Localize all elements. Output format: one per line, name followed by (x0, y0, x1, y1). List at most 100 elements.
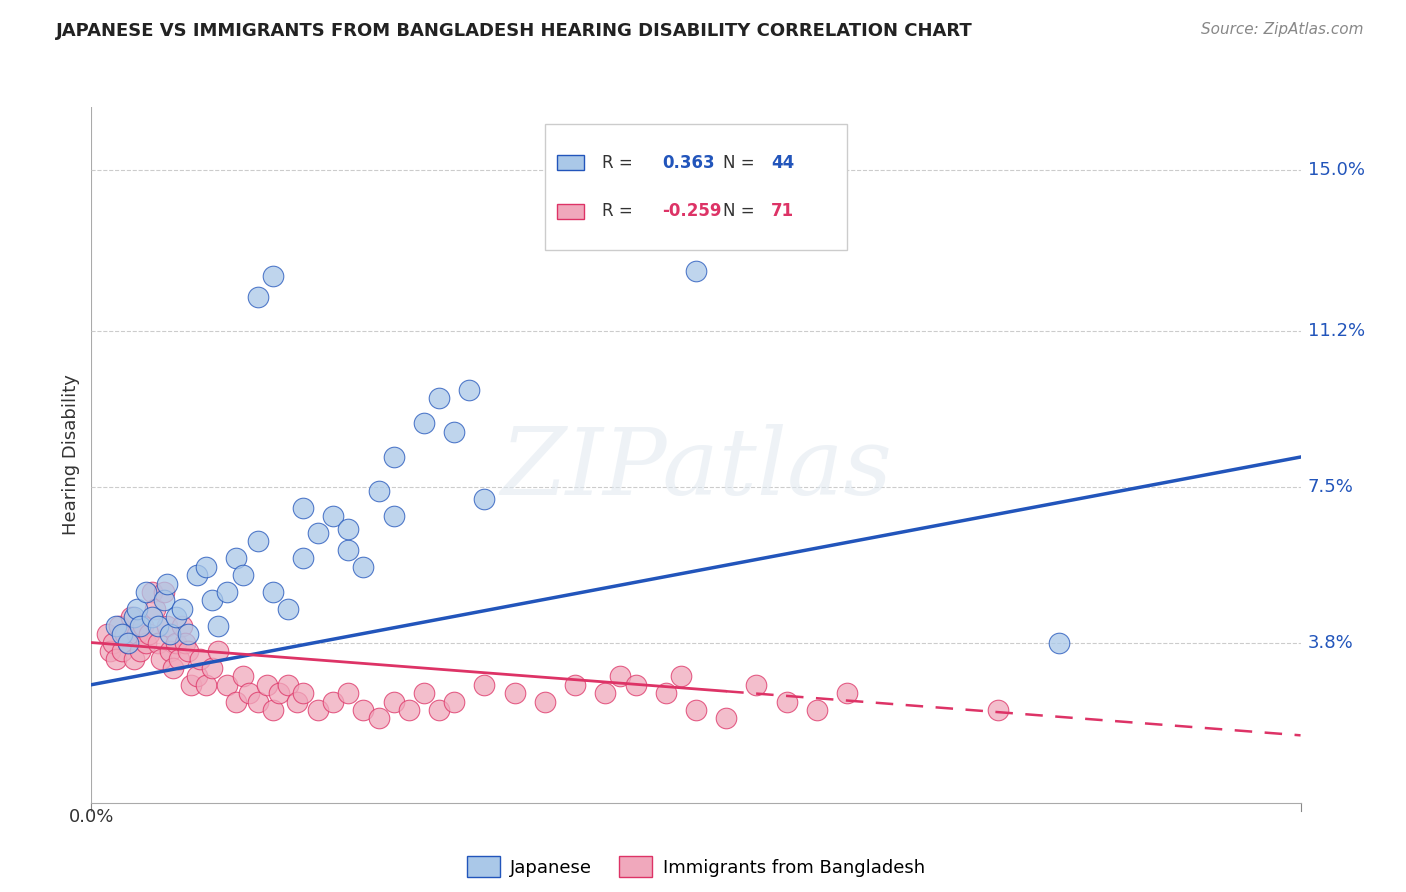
Point (398, 703, 420, 717)
Point (292, 500, 315, 515)
Text: -0.259: -0.259 (662, 202, 721, 220)
Point (427, 703, 450, 717)
Point (114, 627, 136, 641)
Point (111, 627, 132, 641)
Point (104, 618, 127, 632)
Point (352, 703, 374, 717)
Point (188, 652, 211, 666)
Point (277, 602, 299, 616)
Point (413, 417, 436, 431)
Point (776, 695, 799, 709)
Point (669, 669, 692, 683)
Point (125, 602, 148, 616)
Point (141, 585, 163, 599)
Point (172, 602, 194, 616)
Point (165, 610, 187, 624)
Text: N =: N = (723, 153, 754, 171)
Text: 7.5%: 7.5% (1308, 477, 1354, 496)
Point (246, 695, 269, 709)
Point (143, 602, 166, 616)
Point (117, 635, 139, 649)
Text: 11.2%: 11.2% (1308, 321, 1365, 340)
Point (146, 635, 169, 649)
Point (98, 644, 121, 658)
Text: N =: N = (723, 202, 754, 220)
Text: Source: ZipAtlas.com: Source: ZipAtlas.com (1201, 22, 1364, 37)
Text: R =: R = (602, 153, 633, 171)
Point (337, 542, 360, 557)
Point (472, 678, 495, 692)
Point (427, 391, 450, 405)
Point (225, 551, 247, 566)
Point (117, 635, 139, 649)
Point (201, 593, 224, 607)
Legend: Japanese, Immigrants from Bangladesh: Japanese, Immigrants from Bangladesh (460, 849, 932, 884)
Y-axis label: Hearing Disability: Hearing Disability (62, 375, 80, 535)
Point (225, 695, 247, 709)
Text: 44: 44 (770, 153, 794, 171)
Point (337, 522, 360, 536)
Point (246, 534, 269, 549)
Point (153, 593, 176, 607)
Text: 0.363: 0.363 (662, 153, 714, 171)
Point (533, 695, 555, 709)
Point (685, 264, 707, 278)
Point (156, 618, 179, 632)
Point (172, 618, 194, 632)
Text: 3.8%: 3.8% (1308, 633, 1354, 651)
Point (745, 678, 768, 692)
Point (96, 627, 118, 641)
Point (207, 618, 229, 632)
Point (609, 669, 631, 683)
Point (186, 669, 208, 683)
Point (201, 661, 224, 675)
Point (337, 686, 360, 700)
Point (292, 686, 315, 700)
Text: 0.0%: 0.0% (69, 808, 114, 826)
Point (159, 644, 181, 658)
Point (382, 695, 405, 709)
Text: ZIPatlas: ZIPatlas (501, 424, 891, 514)
Text: 71: 71 (770, 202, 794, 220)
Point (156, 576, 179, 591)
Point (120, 610, 142, 624)
Text: R =: R = (602, 202, 633, 220)
Point (267, 686, 290, 700)
Point (307, 525, 329, 540)
FancyBboxPatch shape (544, 124, 846, 250)
Point (256, 678, 278, 692)
Point (107, 618, 129, 632)
Point (503, 686, 526, 700)
Point (207, 644, 229, 658)
Point (987, 703, 1010, 717)
Point (262, 268, 284, 283)
Point (277, 678, 299, 692)
Point (122, 610, 145, 624)
Point (322, 509, 344, 524)
Point (654, 686, 676, 700)
Point (413, 686, 436, 700)
Point (101, 635, 124, 649)
Point (180, 678, 202, 692)
Point (806, 703, 828, 717)
Point (285, 695, 308, 709)
Point (624, 678, 647, 692)
Point (122, 652, 145, 666)
Point (595, 686, 617, 700)
Point (262, 585, 284, 599)
FancyBboxPatch shape (557, 155, 583, 170)
Point (159, 627, 181, 641)
Point (162, 661, 184, 675)
Point (174, 635, 197, 649)
Point (231, 669, 253, 683)
Point (443, 695, 465, 709)
Point (1047, 635, 1070, 649)
Point (138, 627, 160, 641)
Text: JAPANESE VS IMMIGRANTS FROM BANGLADESH HEARING DISABILITY CORRELATION CHART: JAPANESE VS IMMIGRANTS FROM BANGLADESH H… (56, 22, 973, 40)
Point (217, 678, 239, 692)
Point (685, 703, 707, 717)
Point (382, 450, 405, 464)
Point (165, 635, 187, 649)
Point (149, 652, 172, 666)
Point (292, 551, 315, 566)
